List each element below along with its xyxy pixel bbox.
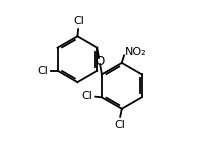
Text: Cl: Cl <box>82 91 92 101</box>
Text: NO₂: NO₂ <box>125 47 147 57</box>
Text: Cl: Cl <box>114 120 125 130</box>
Text: Cl: Cl <box>37 66 48 76</box>
Text: Cl: Cl <box>73 16 84 26</box>
Text: O: O <box>95 55 104 67</box>
